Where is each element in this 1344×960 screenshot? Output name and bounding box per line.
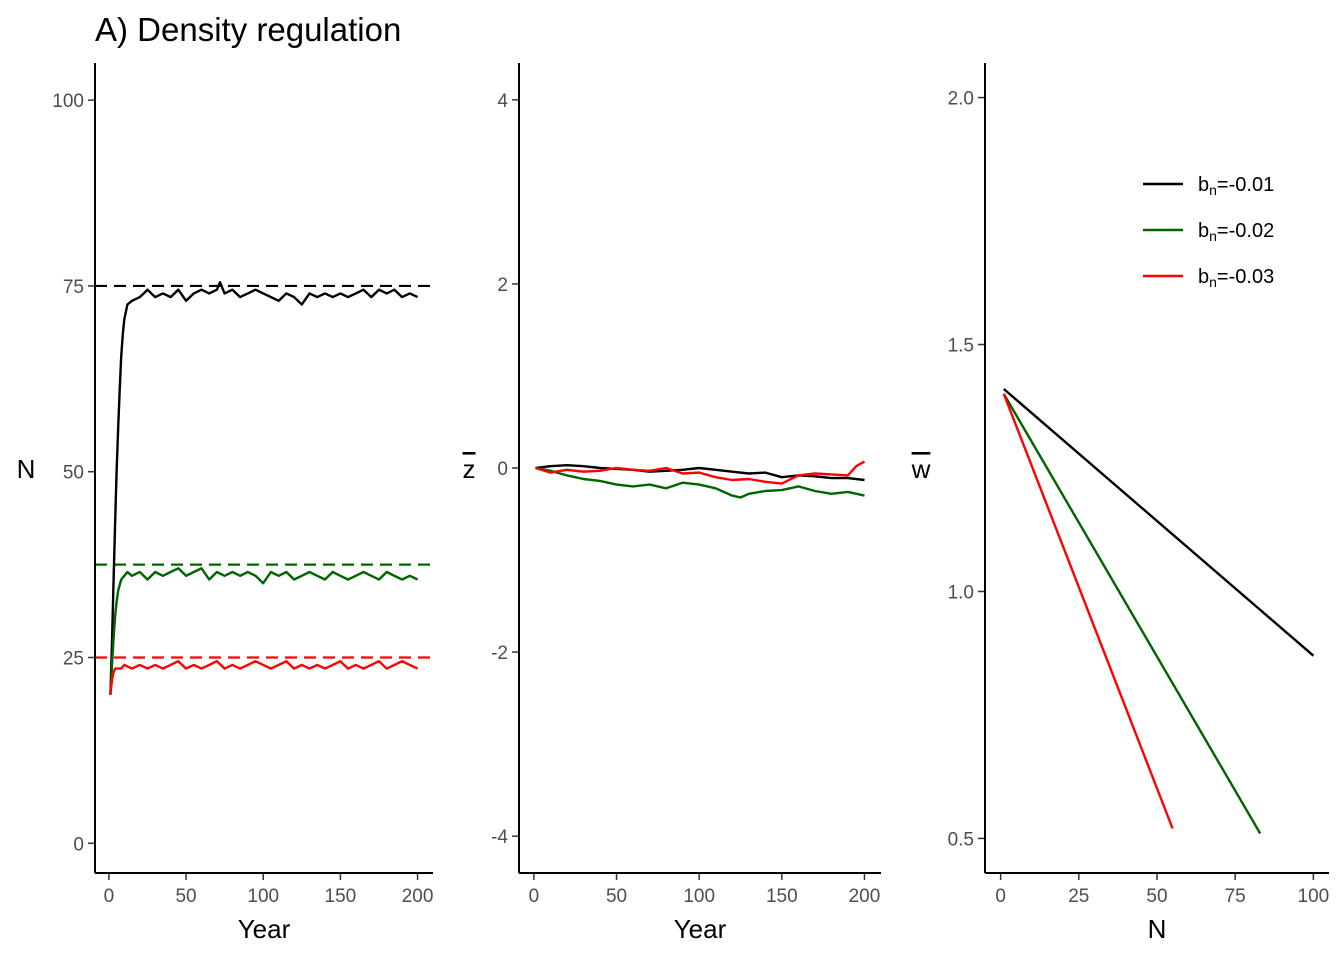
y-tick-label: 0 xyxy=(73,834,84,855)
x-tick-label: 0 xyxy=(529,886,540,907)
x-tick-label: 50 xyxy=(606,886,627,907)
series-line xyxy=(109,660,419,695)
series-line xyxy=(535,466,865,499)
series-line xyxy=(1003,388,1315,657)
x-tick-label: 100 xyxy=(247,886,279,907)
x-tick-label: 50 xyxy=(1146,886,1167,907)
y-tick-label: 1.5 xyxy=(948,336,974,357)
y-tick-label: 50 xyxy=(63,463,84,484)
x-tick-label: 0 xyxy=(995,886,1006,907)
x-tick-label: 150 xyxy=(325,886,357,907)
y-tick-label: 2 xyxy=(497,275,508,296)
panel-mean-fitness: 0 25 50 75 100 0.5 1.0 1.5 2.0 N w xyxy=(911,63,1330,944)
y-axis-title: N xyxy=(17,454,36,484)
figure-title: A) Density regulation xyxy=(95,11,401,48)
x-tick-label: 75 xyxy=(1225,886,1246,907)
y-tick-label: 1.0 xyxy=(948,582,974,603)
x-axis-title: Year xyxy=(238,914,291,944)
y-tick-label: -2 xyxy=(491,643,508,664)
y-tick-label: 75 xyxy=(63,277,84,298)
series-line xyxy=(1002,393,1174,829)
y-tick-label: 0.5 xyxy=(948,829,974,850)
y-tick-label: 2.0 xyxy=(948,89,974,110)
panel-mean-trait: 0 50 100 150 200 -4 -2 0 2 4 Year z xyxy=(463,63,881,944)
legend: bn=-0.01 bn=-0.02 bn=-0.03 xyxy=(1143,174,1274,290)
x-tick-label: 200 xyxy=(402,886,434,907)
x-tick-label: 200 xyxy=(849,886,881,907)
series-line xyxy=(109,567,419,695)
y-tick-label: -4 xyxy=(491,827,508,848)
x-axis-title: Year xyxy=(674,914,727,944)
x-tick-label: 100 xyxy=(1298,886,1330,907)
series-line xyxy=(535,464,865,482)
x-axis-title: N xyxy=(1148,914,1167,944)
legend-label: bn=-0.01 xyxy=(1198,174,1274,198)
y-tick-label: 0 xyxy=(497,459,508,480)
y-axis-title: w xyxy=(911,454,931,484)
legend-label: bn=-0.03 xyxy=(1198,266,1274,290)
series-line xyxy=(1002,393,1262,835)
legend-label: bn=-0.02 xyxy=(1198,220,1274,244)
y-tick-label: 4 xyxy=(497,91,508,112)
x-tick-label: 25 xyxy=(1068,886,1089,907)
x-tick-label: 50 xyxy=(175,886,196,907)
x-tick-label: 0 xyxy=(104,886,115,907)
series-line xyxy=(109,281,419,695)
panel-population-size: 0 50 100 150 200 0 25 50 75 100 Year N xyxy=(17,63,434,944)
series-line xyxy=(535,460,866,485)
x-tick-label: 150 xyxy=(766,886,798,907)
y-axis-title: z xyxy=(463,454,476,484)
x-tick-label: 100 xyxy=(683,886,715,907)
y-tick-label: 25 xyxy=(63,648,84,669)
y-tick-label: 100 xyxy=(52,91,84,112)
